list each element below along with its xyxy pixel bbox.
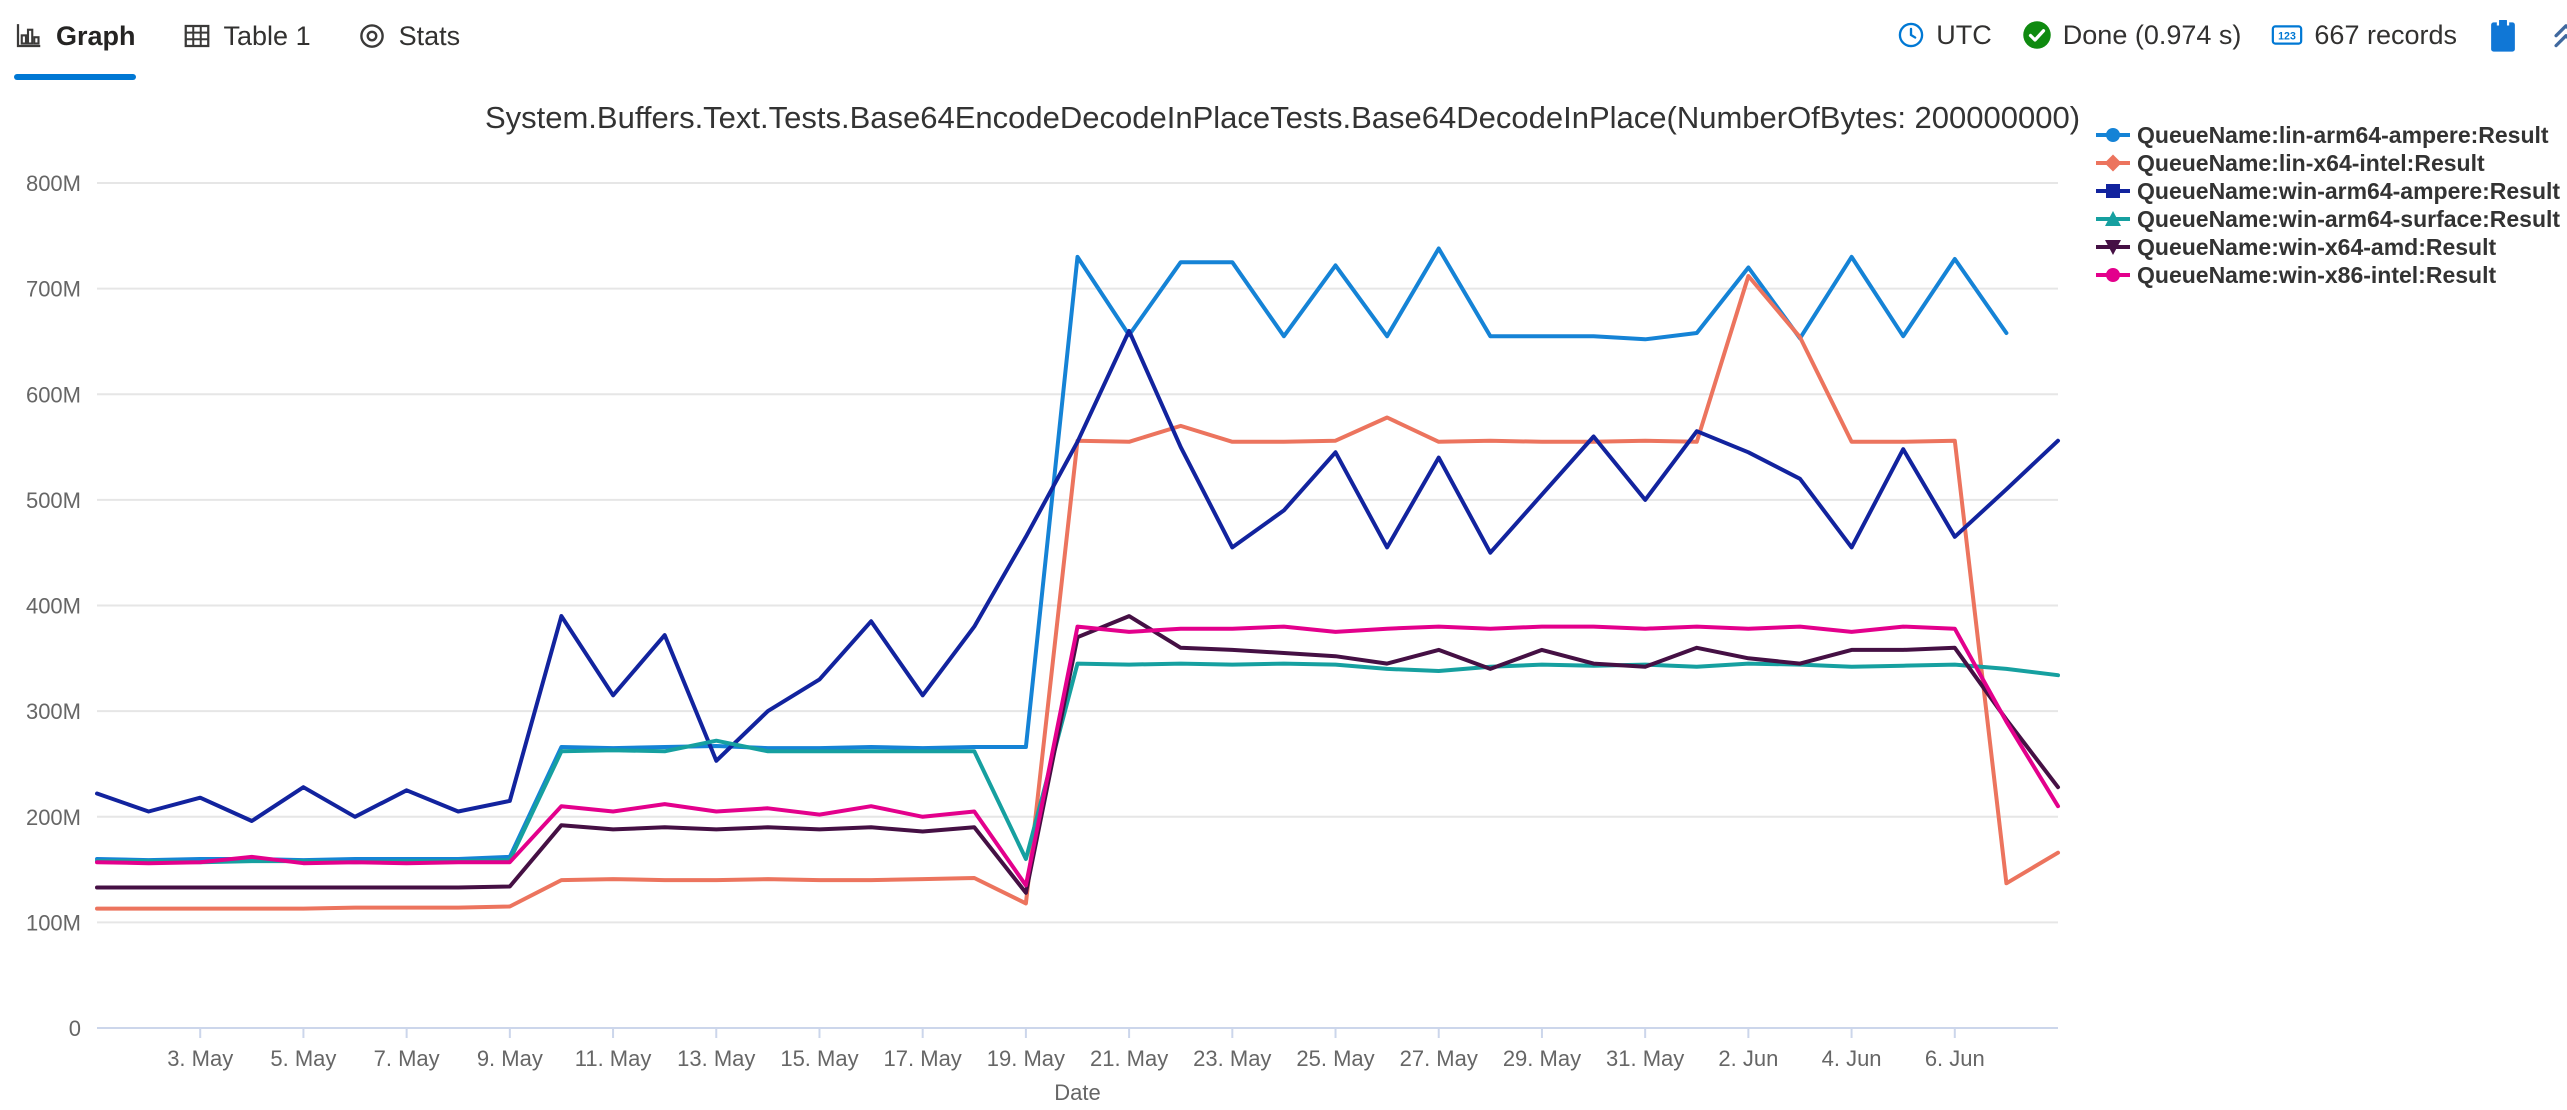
tab-table-1-label: Table 1 (223, 20, 311, 51)
legend-label: QueueName:win-x64-amd:Result (2137, 233, 2497, 260)
collapse-button[interactable] (2549, 18, 2567, 52)
y-axis-tick-label: 300M (26, 699, 81, 724)
x-axis-tick-label: 15. May (780, 1046, 858, 1071)
x-axis-tick-label: 23. May (1193, 1046, 1271, 1071)
legend-item[interactable]: QueueName:lin-arm64-ampere:Result (2096, 121, 2560, 149)
x-axis-tick-label: 21. May (1090, 1046, 1168, 1071)
result-tabs: Graph Table 1 Stats (0, 0, 461, 80)
chart-legend: QueueName:lin-arm64-ampere:Result QueueNa… (2096, 121, 2560, 289)
number-badge-icon: 123 (2272, 25, 2303, 45)
x-axis-tick-label: 5. May (270, 1046, 336, 1071)
legend-item[interactable]: QueueName:lin-x64-intel:Result (2096, 149, 2560, 177)
query-status: Done (0.974 s) (2022, 19, 2242, 51)
legend-marker-triangle-up (2096, 211, 2130, 226)
x-axis-tick-label: 25. May (1296, 1046, 1374, 1071)
bar-chart-icon (16, 24, 41, 48)
legend-marker-triangle-down (2096, 240, 2130, 255)
double-chevron-up-icon (2554, 24, 2567, 48)
clock-icon (1899, 22, 1924, 48)
legend-item[interactable]: QueueName:win-arm64-ampere:Result (2096, 177, 2560, 205)
active-tab-indicator (14, 74, 136, 80)
legend-item[interactable]: QueueName:win-x64-amd:Result (2096, 233, 2560, 261)
chart-title: System.Buffers.Text.Tests.Base64EncodeDe… (485, 100, 2080, 135)
donut-icon (359, 24, 384, 48)
success-check-icon (2023, 21, 2051, 49)
legend-label: QueueName:lin-x64-intel:Result (2137, 149, 2485, 176)
series-line (95, 274, 2060, 911)
series-line (95, 246, 2009, 863)
y-axis-tick-label: 100M (26, 910, 81, 935)
series-line (95, 328, 2060, 823)
legend-marker-square (2096, 184, 2130, 198)
legend-item[interactable]: QueueName:win-arm64-surface:Result (2096, 205, 2560, 233)
record-count-label: 667 records (2314, 19, 2457, 50)
legend-label: QueueName:lin-arm64-ampere:Result (2137, 121, 2549, 148)
legend-label: QueueName:win-arm64-surface:Result (2137, 205, 2561, 232)
timezone-selector[interactable]: UTC (1897, 20, 1992, 51)
timezone-label: UTC (1936, 19, 1992, 50)
x-axis-tick-label: 13. May (677, 1046, 755, 1071)
y-axis-tick-label: 800M (26, 171, 81, 196)
copy-to-clipboard-button[interactable] (2487, 16, 2519, 54)
tab-table-1[interactable]: Table 1 (182, 12, 311, 60)
y-axis-tick-label: 500M (26, 488, 81, 513)
series-line (95, 614, 2060, 895)
x-axis-tick-label: 6. Jun (1925, 1046, 1985, 1071)
x-axis-tick-label: 7. May (374, 1046, 440, 1071)
tab-stats[interactable]: Stats (357, 12, 461, 60)
legend-marker-circle (2096, 128, 2130, 142)
y-axis-tick-label: 0 (69, 1016, 81, 1041)
legend-label: QueueName:win-x86-intel:Result (2137, 261, 2497, 288)
toolbar-status-area: UTC Done (0.974 s) 123 667 records (1897, 0, 2567, 54)
x-axis-tick-label: 4. Jun (1822, 1046, 1882, 1071)
series-line (95, 661, 2060, 865)
x-axis-tick-label: 31. May (1606, 1046, 1684, 1071)
number-badge-text: 123 (2279, 30, 2297, 42)
x-axis-tick-label: 29. May (1503, 1046, 1581, 1071)
legend-label: QueueName:win-arm64-ampere:Result (2137, 177, 2561, 204)
x-axis-tick-label: 27. May (1400, 1046, 1478, 1071)
series-line (95, 624, 2060, 888)
toolbar: Graph Table 1 Stats UTC (0, 0, 2567, 84)
x-axis-tick-label: 3. May (167, 1046, 233, 1071)
tab-stats-label: Stats (398, 20, 461, 51)
legend-item[interactable]: QueueName:win-x86-intel:Result (2096, 261, 2560, 289)
x-axis-tick-label: 9. May (477, 1046, 543, 1071)
y-axis-tick-label: 200M (26, 805, 81, 830)
x-axis-tick-label: 2. Jun (1718, 1046, 1778, 1071)
chart-area[interactable]: System.Buffers.Text.Tests.Base64EncodeDe… (0, 84, 2567, 1110)
tab-graph[interactable]: Graph (14, 12, 136, 80)
query-status-label: Done (0.974 s) (2062, 19, 2242, 50)
y-axis-tick-label: 400M (26, 594, 81, 619)
record-count: 123 667 records (2271, 20, 2457, 51)
x-axis-tick-label: 19. May (987, 1046, 1065, 1071)
y-axis-tick-label: 700M (26, 277, 81, 302)
table-icon (184, 24, 209, 48)
x-axis-title: Date (1054, 1080, 1100, 1105)
tab-graph-label: Graph (56, 20, 136, 51)
legend-marker-circle (2096, 268, 2130, 282)
x-axis-tick-label: 17. May (884, 1046, 962, 1071)
x-axis-tick-label: 11. May (575, 1046, 652, 1071)
y-axis-tick-label: 600M (26, 382, 81, 407)
legend-marker-diamond (2096, 154, 2130, 172)
clipboard-icon (2491, 17, 2515, 52)
